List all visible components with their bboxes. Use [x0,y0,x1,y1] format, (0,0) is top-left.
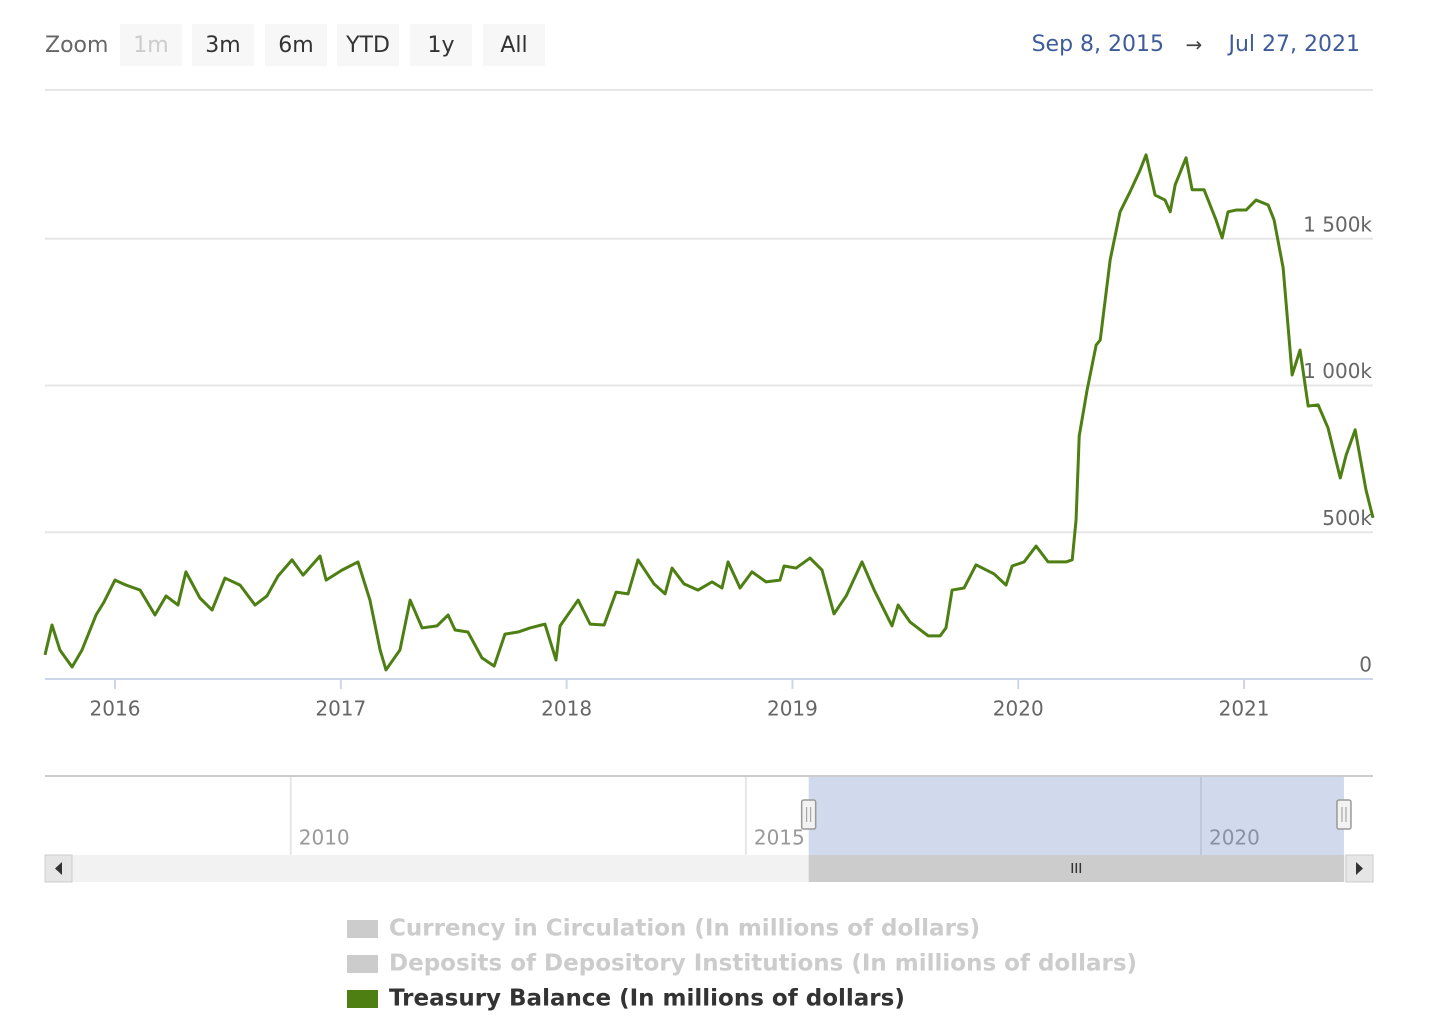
series-line [43,153,1375,672]
x-tick-label: 2016 [90,697,141,721]
range-button-label[interactable]: YTD [345,33,390,58]
date-from[interactable]: Sep 8, 2015 [1032,32,1164,57]
navigator-handle[interactable] [1336,799,1352,830]
scrollbar-right-arrow [1356,862,1363,875]
range-button-label[interactable]: 3m [205,33,240,58]
zoom-label: Zoom [45,33,108,58]
y-tick-label: 500k [1322,506,1372,530]
date-separator: → [1186,33,1203,57]
x-tick-label: 2018 [541,697,592,721]
range-button-label[interactable]: 6m [278,33,313,58]
range-button[interactable] [192,24,254,66]
range-button[interactable] [483,24,545,66]
x-tick-label: 2019 [767,697,818,721]
range-button[interactable] [265,24,327,66]
navigator-tick-label: 2015 [754,826,805,850]
legend-label[interactable]: Treasury Balance (In millions of dollars… [389,986,905,1012]
range-button[interactable] [410,24,472,66]
legend-label[interactable]: Deposits of Depository Institutions (In … [389,951,1137,977]
y-tick-label: 1 500k [1303,212,1372,236]
navigator-handle[interactable] [800,799,817,830]
legend-swatch[interactable] [347,955,378,973]
y-tick-label: 0 [1359,653,1372,677]
navigator-selection[interactable] [808,777,1344,855]
range-button [120,24,182,66]
navigator-tick-label: 2020 [1209,826,1260,850]
legend-swatch[interactable] [347,920,378,938]
range-button-label[interactable]: All [500,33,527,58]
navigator-tick-label: 2010 [299,826,350,850]
range-button[interactable] [337,24,399,66]
x-tick-label: 2017 [315,697,366,721]
range-button-label: 1m [133,33,168,58]
y-tick-label: 1 000k [1303,359,1372,383]
x-tick-label: 2021 [1219,697,1270,721]
x-tick-label: 2020 [993,697,1044,721]
legend-swatch[interactable] [347,990,378,1008]
legend-label[interactable]: Currency in Circulation (In millions of … [389,916,980,942]
scrollbar-left-arrow [55,862,62,875]
range-button-label[interactable]: 1y [427,33,454,58]
date-to[interactable]: Jul 27, 2021 [1226,32,1360,57]
